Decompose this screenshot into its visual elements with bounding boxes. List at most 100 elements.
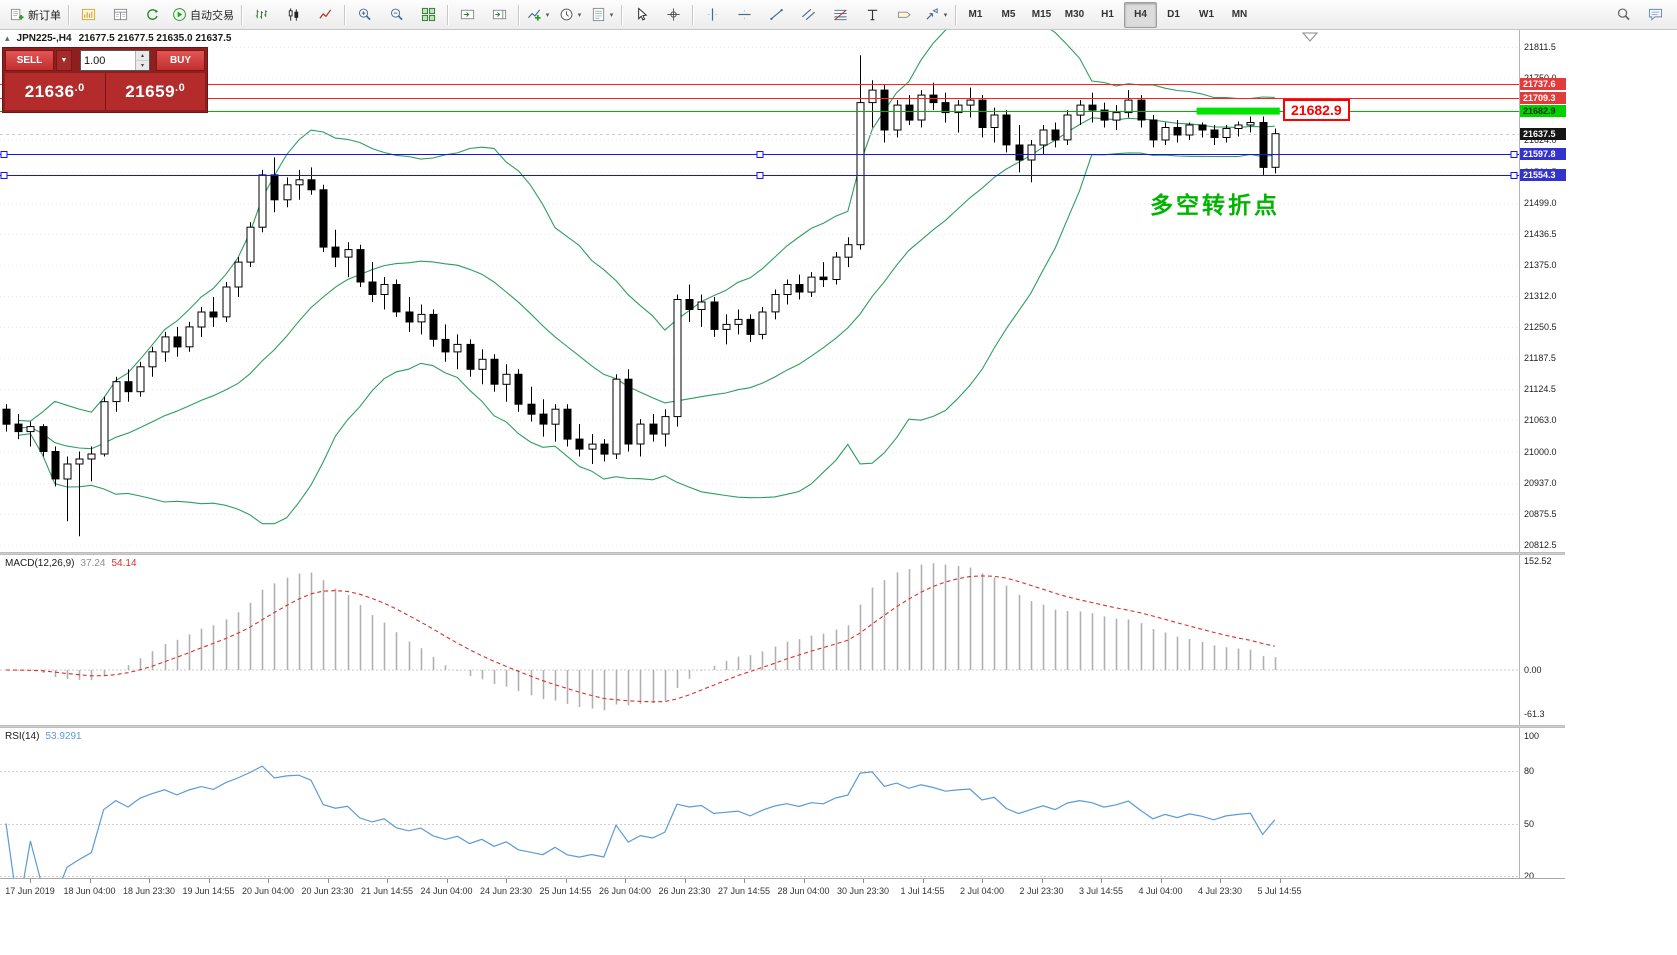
rsi-tick: 50 [1524,819,1535,829]
volume-decrease-button[interactable]: ▾ [136,61,149,70]
price-tick: 21499.0 [1524,198,1557,208]
button-label: M1 [968,9,983,20]
buy-price[interactable]: 21659.0 [105,73,205,110]
price-tick: 21187.5 [1524,353,1556,363]
time-tick [327,879,329,883]
sell-price[interactable]: 21636.0 [5,73,105,110]
buy-button[interactable]: BUY [156,50,205,71]
auto-scroll-button[interactable] [451,2,483,28]
indicators-button[interactable]: ▾ [522,2,554,28]
price-tick: 21375.0 [1524,260,1557,270]
time-label: 20 Jun 04:00 [241,886,295,896]
shapes-button[interactable]: ▾ [920,2,952,28]
tf-w1-button[interactable]: W1 [1190,2,1223,28]
panel-divider[interactable] [0,725,1565,728]
price-tick: 21250.5 [1524,322,1557,332]
tf-mn-button[interactable]: MN [1223,2,1256,28]
tf-m5-button[interactable]: M5 [992,2,1025,28]
zoom-out-button[interactable] [380,2,412,28]
navigator-button[interactable] [136,2,168,28]
price-tick: 21312.0 [1524,291,1557,301]
fibonacci-button[interactable] [824,2,856,28]
crosshair-icon [666,8,680,21]
autotrading-icon [173,8,186,21]
trendline-button[interactable] [760,2,792,28]
tile-windows-button[interactable] [412,2,444,28]
one-click-collapse-arrow[interactable]: ▴ [5,33,10,43]
tf-h4-button[interactable]: H4 [1124,1,1157,28]
macd-axis[interactable]: 152.52 0.00 -61.3 [1519,555,1566,725]
macd-chart[interactable] [0,555,1519,725]
toolbar-separator [692,4,693,25]
tile-windows-icon [421,7,435,22]
chat-button[interactable] [1639,2,1671,28]
cursor-button[interactable] [625,2,657,28]
button-label: M30 [1064,9,1085,20]
tf-m1-button[interactable]: M1 [959,2,992,28]
label-button[interactable] [888,2,920,28]
rsi-chart[interactable] [0,728,1519,878]
time-tick [1279,879,1281,883]
rsi-name: RSI(14) [5,731,40,742]
tf-h1-button[interactable]: H1 [1091,2,1124,28]
templates-icon [592,7,604,22]
horizontal-line-button[interactable] [728,2,760,28]
text-button[interactable] [856,2,888,28]
panel-divider[interactable] [0,552,1565,555]
bar-chart-button[interactable] [245,2,277,28]
sell-button[interactable]: SELL [5,50,54,71]
price-tick: 20937.0 [1524,478,1557,488]
candlestick-chart-button[interactable] [277,2,309,28]
order-type-dropdown[interactable]: ▼ [56,50,72,71]
toolbar-separator [621,4,622,25]
time-tick [268,879,269,883]
line-chart-button[interactable] [309,2,341,28]
button-label: H1 [1101,9,1114,20]
candlestick-icon [288,8,298,21]
time-label: 2 Jul 04:00 [959,886,1005,896]
tf-m30-button[interactable]: M30 [1058,2,1091,28]
time-label: 21 Jun 14:55 [360,886,414,896]
button-label: D1 [1167,9,1180,20]
time-label: 17 Jun 2019 [5,886,55,896]
auto-scroll-icon [460,9,474,20]
time-tick [446,879,448,883]
chart-shift-button[interactable] [483,2,515,28]
button-label: 新订单 [28,9,61,22]
templates-button[interactable]: ▾ [586,2,618,28]
label-icon [897,11,911,18]
crosshair-button[interactable] [657,2,689,28]
time-axis[interactable]: 17 Jun 2019 18 Jun 04:00 18 Jun 23:30 19 Ju… [0,878,1565,901]
chart-window: 21811.521750.021687.021624.021561.521499… [0,30,1566,901]
volume-input[interactable] [81,51,135,70]
channel-button[interactable] [792,2,824,28]
toolbar-separator [344,4,345,25]
time-tick [387,879,388,883]
autotrading-button[interactable]: 自动交易 [168,2,238,28]
time-label: 5 Jul 14:55 [1257,886,1302,896]
rsi-panel: 100 80 50 20 RSI(14) 53.9291 [0,728,1566,881]
search-button[interactable] [1607,2,1639,28]
macd-value: 37.24 [80,558,106,569]
tf-m15-button[interactable]: M15 [1025,2,1058,28]
rsi-axis[interactable]: 100 80 50 20 [1519,728,1566,881]
price-tick: 21124.5 [1524,384,1556,394]
vertical-line-icon [707,8,717,21]
tf-d1-button[interactable]: D1 [1157,2,1190,28]
dropdown-caret-icon: ▾ [943,11,948,19]
market-watch-button[interactable] [72,2,104,28]
price-axis[interactable]: 21811.521750.021687.021624.021561.521499… [1519,30,1566,552]
new-order-button[interactable]: 新订单 [6,2,65,28]
price-label-tag[interactable]: 21682.9 [1283,99,1350,121]
chart-annotation[interactable]: 多空转折点 [1150,192,1280,218]
vertical-line-button[interactable] [696,2,728,28]
zoom-in-button[interactable] [348,2,380,28]
main-chart[interactable] [0,30,1519,552]
time-tick [982,879,983,883]
data-window-button[interactable] [104,2,136,28]
dropdown-caret-icon: ▾ [609,11,614,19]
time-label: 1 Jul 14:55 [900,886,945,896]
macd-tick: 0.00 [1524,665,1542,675]
volume-increase-button[interactable]: ▴ [136,51,149,61]
periods-button[interactable]: ▾ [554,2,586,28]
